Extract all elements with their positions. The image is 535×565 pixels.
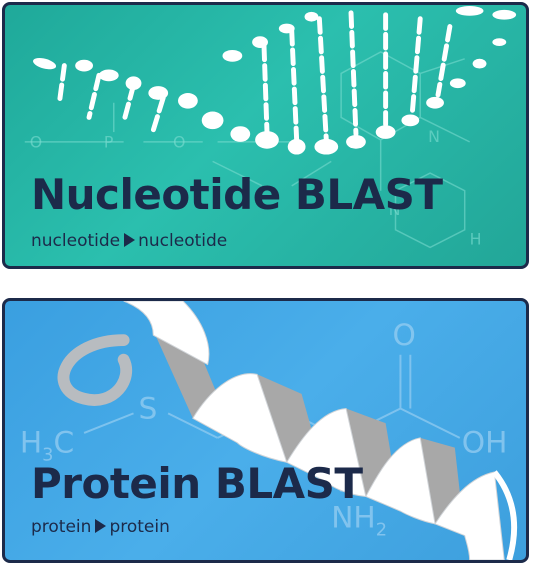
protein-blast-card[interactable]: S H3C O OH NH2 Protein BLAST protein prot… [2, 298, 529, 563]
card-subtitle: protein protein [31, 517, 170, 537]
svg-text:O: O [393, 318, 416, 352]
database-type-label: protein [109, 517, 170, 537]
query-type-label: protein [31, 517, 92, 537]
svg-text:S: S [138, 391, 157, 425]
nucleotide-blast-card[interactable]: O P O N H N [2, 2, 529, 269]
svg-text:OH: OH [462, 426, 508, 460]
svg-text:N: N [389, 200, 401, 219]
svg-text:N: N [428, 127, 440, 146]
query-type-label: nucleotide [31, 231, 121, 251]
database-type-label: nucleotide [138, 231, 228, 251]
protein-helix-illustration: S H3C O OH NH2 [20, 301, 518, 560]
svg-text:H: H [470, 230, 482, 249]
card-subtitle: nucleotide nucleotide [31, 231, 227, 251]
svg-text:H3C: H3C [20, 426, 74, 466]
svg-text:O: O [173, 133, 185, 152]
card-title: Protein BLAST [31, 459, 363, 508]
triangle-right-icon [124, 233, 136, 247]
svg-text:O: O [30, 133, 42, 152]
svg-text:P: P [104, 133, 114, 152]
triangle-right-icon [95, 519, 107, 533]
dna-helix-illustration: O P O N H N [24, 5, 517, 249]
card-title: Nucleotide BLAST [31, 170, 443, 219]
